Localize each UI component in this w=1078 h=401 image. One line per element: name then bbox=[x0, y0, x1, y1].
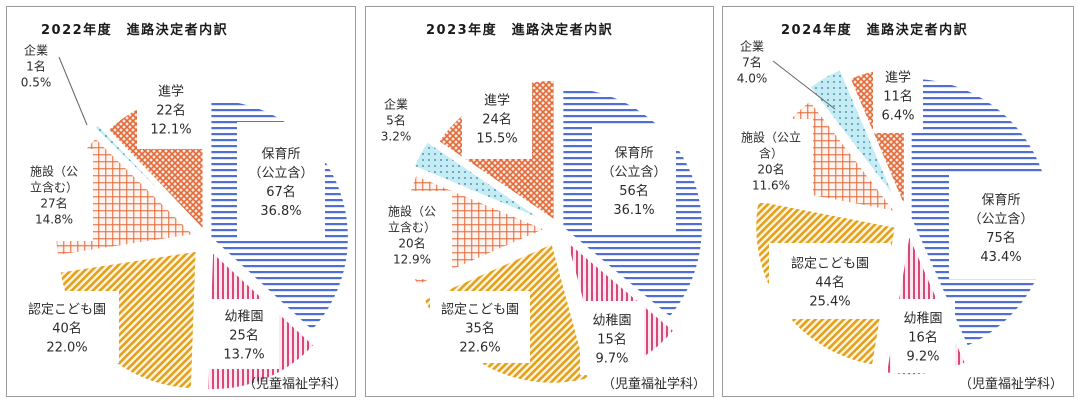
data-label-box-shisetsu bbox=[372, 191, 452, 279]
data-label-box-hoiku bbox=[592, 125, 676, 235]
source-note: （児童福祉学科） bbox=[243, 376, 347, 392]
data-label-box-youchi bbox=[580, 301, 644, 375]
data-label-hoiku: 保育所（公立含） 56名 36.1% bbox=[601, 145, 666, 218]
data-label-shisetsu: 施設（公立含む） 27名 14.8% bbox=[30, 163, 78, 226]
data-label-nintei: 認定こども園 44名 25.4% bbox=[791, 255, 869, 309]
pie-slice-kigyou bbox=[93, 123, 194, 226]
data-label-kigyou: 企業 5名 3.2% bbox=[381, 96, 412, 143]
pie-panel-2024: 2024年度 進路決定者内訳保育所（公立含） 75名 43.4% 幼稚園 16名 9.2%… bbox=[722, 6, 1074, 397]
data-label-box-shingaku bbox=[873, 57, 923, 133]
data-label-shisetsu: 施設（公立含む） 20名 12.9% bbox=[388, 203, 436, 266]
data-label-kigyou: 企業 1名 0.5% bbox=[21, 42, 52, 89]
data-label-box-shingaku bbox=[462, 77, 532, 159]
chart-title: 2022年度 進路決定者内訳 bbox=[41, 22, 228, 38]
data-label-hoiku: 保育所（公立含） 67名 36.8% bbox=[248, 146, 313, 219]
source-note: （児童福祉学科） bbox=[602, 376, 706, 392]
chart-title: 2023年度 進路決定者内訳 bbox=[426, 22, 613, 38]
data-label-nintei: 認定こども園 35名 22.6% bbox=[441, 301, 519, 355]
chart-title: 2024年度 進路決定者内訳 bbox=[781, 22, 968, 38]
pie-slice-kigyou bbox=[808, 68, 896, 199]
data-label-box-shingaku bbox=[137, 69, 205, 149]
data-label-shingaku: 進学 22名 12.1% bbox=[150, 83, 191, 137]
data-label-youchi: 幼稚園 15名 9.7% bbox=[592, 313, 631, 366]
data-label-kigyou: 企業 7名 4.0% bbox=[737, 38, 768, 85]
data-label-shingaku: 進学 24名 15.5% bbox=[476, 92, 517, 146]
kigyou-leader-line bbox=[772, 60, 836, 110]
pie-slice-kigyou bbox=[413, 140, 544, 222]
data-label-youchi: 幼稚園 25名 13.7% bbox=[223, 309, 264, 362]
kigyou-leader-line bbox=[58, 56, 88, 126]
data-label-box-hoiku bbox=[949, 175, 1053, 279]
pie-panel-2022: 2022年度 進路決定者内訳保育所（公立含） 67名 36.8% 幼稚園 25名 13.7… bbox=[6, 6, 356, 397]
data-label-box-nintei bbox=[769, 243, 891, 319]
data-label-box-shisetsu bbox=[729, 119, 813, 203]
data-label-box-nintei bbox=[15, 291, 119, 363]
source-note: （児童福祉学科） bbox=[959, 376, 1063, 392]
data-label-box-hoiku bbox=[237, 122, 325, 240]
data-label-shingaku: 進学 11名 6.4% bbox=[881, 69, 914, 123]
data-label-box-youchi bbox=[209, 299, 279, 369]
data-label-nintei: 認定こども園 40名 22.0% bbox=[28, 301, 106, 355]
data-label-youchi: 幼稚園 16名 9.2% bbox=[903, 311, 942, 364]
data-label-box-shisetsu bbox=[15, 149, 93, 241]
data-label-box-nintei bbox=[430, 291, 530, 363]
data-label-hoiku: 保育所（公立含） 75名 43.4% bbox=[968, 192, 1033, 265]
pie-panel-2023: 2023年度 進路決定者内訳保育所（公立含） 56名 36.1% 幼稚園 15名 9.7%… bbox=[365, 6, 714, 397]
data-label-shisetsu: 施設（公立含） 20名 11.6% bbox=[741, 129, 801, 192]
data-label-box-youchi bbox=[891, 299, 955, 373]
